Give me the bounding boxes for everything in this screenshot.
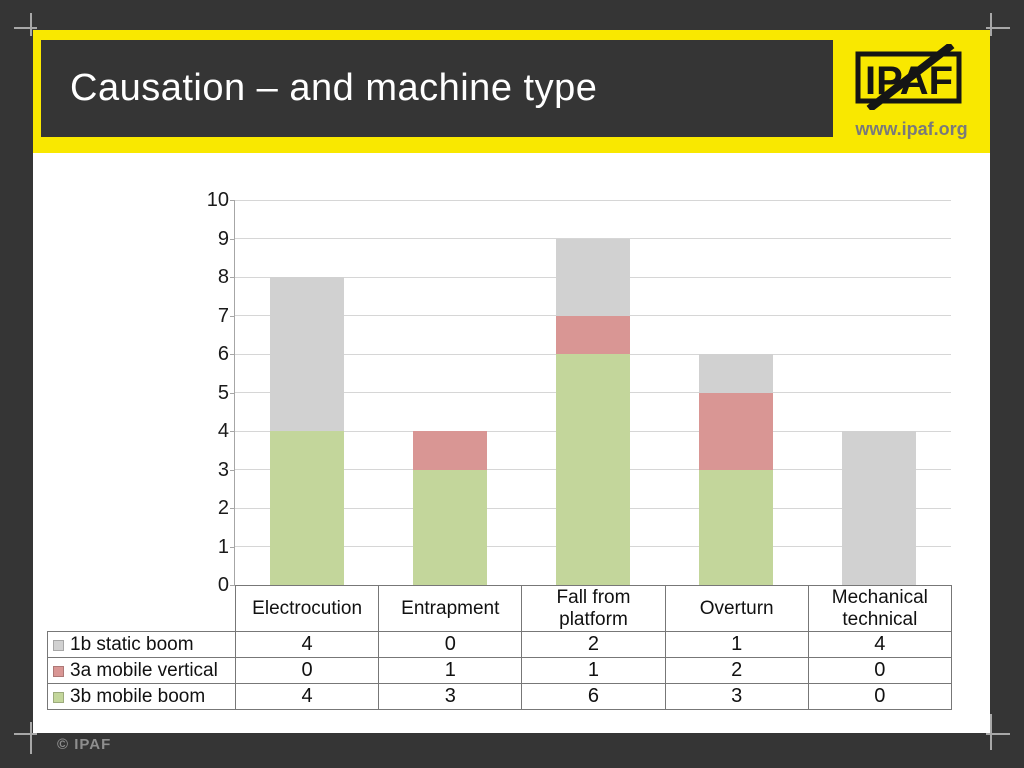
y-axis-tick [230, 469, 235, 471]
value-cell: 0 [378, 631, 523, 658]
y-axis-tick [230, 277, 235, 278]
y-axis-tick-label: 3 [217, 458, 229, 481]
y-axis-tick [230, 238, 235, 240]
y-axis-tick-label: 6 [217, 343, 229, 365]
value-cell: 2 [521, 631, 666, 658]
bar-segment [269, 277, 344, 431]
plot-area [235, 199, 951, 586]
legend-swatch-icon [53, 639, 64, 651]
bar-segment [269, 431, 344, 585]
header-band: Causation – and machine type IPAF www.ip… [33, 30, 990, 153]
legend-swatch-icon [53, 691, 64, 703]
value-cell: 6 [521, 683, 666, 710]
y-axis-tick-label: 8 [217, 266, 229, 288]
slide-content: Electrocution Entrapment Fall from platfor… [33, 153, 990, 733]
y-axis-tick-label: 1 [217, 535, 229, 558]
value-cell: 4 [234, 683, 380, 710]
bar-segment [699, 354, 774, 393]
copyright-text: © IPAF [57, 736, 112, 753]
crop-mark-top-right-v [990, 13, 992, 36]
boom-arm-icon [866, 44, 955, 110]
value-cell: 1 [521, 657, 666, 684]
value-cell: 3 [664, 683, 809, 710]
value-cell: 3 [378, 683, 523, 710]
value-cell: 4 [234, 631, 380, 658]
logo-area: IPAF www.ipaf.org [833, 30, 990, 153]
value-cell: 1 [378, 657, 523, 684]
y-axis-tick [230, 392, 235, 394]
y-axis-tick-label: 4 [217, 420, 229, 442]
legend-cell: 1b static boom [47, 631, 236, 658]
crop-mark-bottom-right-v [990, 714, 992, 750]
y-axis-tick [230, 431, 235, 432]
category-label: Electrocution [234, 585, 380, 632]
gridline [235, 199, 951, 201]
crop-mark-top-left-v [30, 13, 32, 36]
legend-cell: 3b mobile boom [47, 683, 236, 710]
crop-mark-bottom-left-v [30, 722, 32, 754]
category-label: Entrapment [378, 585, 523, 632]
crop-mark-top-right-h [986, 27, 1010, 29]
y-axis-tick-label: 9 [217, 227, 229, 250]
y-axis-tick [230, 315, 235, 317]
bar-segment [556, 354, 630, 585]
value-cell: 0 [234, 657, 380, 684]
bar-segment [412, 469, 487, 585]
value-cell: 0 [807, 683, 952, 710]
y-axis-tick [230, 354, 235, 355]
series-row: 3b mobile boom 4 3 6 3 0 [47, 683, 952, 710]
bar-segment [699, 469, 774, 585]
value-cell: 2 [664, 657, 809, 684]
crop-mark-top-left-h [14, 27, 37, 29]
bar-segment [556, 238, 630, 316]
y-axis-tick [230, 508, 235, 509]
series-name: 1b static boom [70, 633, 194, 655]
chart-data-table: Electrocution Entrapment Fall from platfor… [47, 585, 952, 710]
y-axis-tick-label: 0 [217, 574, 229, 596]
bar-segment [412, 431, 487, 470]
value-cell: 4 [807, 631, 952, 658]
ipaf-logo: IPAF [855, 44, 962, 110]
bar-segment [699, 392, 774, 470]
crop-mark-bottom-right-h [986, 733, 1010, 735]
y-axis-tick [230, 200, 235, 201]
y-axis-tick-label: 10 [206, 189, 229, 211]
category-label: Mechanical technical [807, 585, 952, 632]
category-label: Fall from platform [521, 585, 666, 632]
series-name: 3b mobile boom [70, 685, 206, 707]
crop-mark-bottom-left-h [14, 733, 37, 735]
bar-segment [842, 431, 917, 585]
legend-swatch-icon [53, 665, 64, 677]
category-label: Overturn [664, 585, 809, 632]
series-name: 3a mobile vertical [70, 659, 218, 681]
series-row: 1b static boom 4 0 2 1 4 [47, 631, 952, 658]
bar-segment [556, 315, 630, 354]
series-row: 3a mobile vertical 0 1 1 2 0 [47, 657, 952, 684]
slide-title: Causation – and machine type [70, 67, 598, 109]
y-axis-tick [230, 585, 235, 586]
category-header-row: Electrocution Entrapment Fall from platfor… [48, 585, 952, 632]
y-axis-tick-label: 2 [217, 497, 229, 519]
y-axis-tick-label: 5 [217, 381, 229, 404]
y-axis-tick [230, 546, 235, 548]
title-bar: Causation – and machine type [41, 40, 833, 137]
y-axis-tick-label: 7 [217, 304, 229, 327]
logo-url: www.ipaf.org [855, 119, 968, 139]
stacked-bar-chart: Electrocution Entrapment Fall from platfor… [33, 153, 990, 733]
value-cell: 0 [807, 657, 952, 684]
value-cell: 1 [664, 631, 809, 658]
legend-cell: 3a mobile vertical [47, 657, 236, 684]
